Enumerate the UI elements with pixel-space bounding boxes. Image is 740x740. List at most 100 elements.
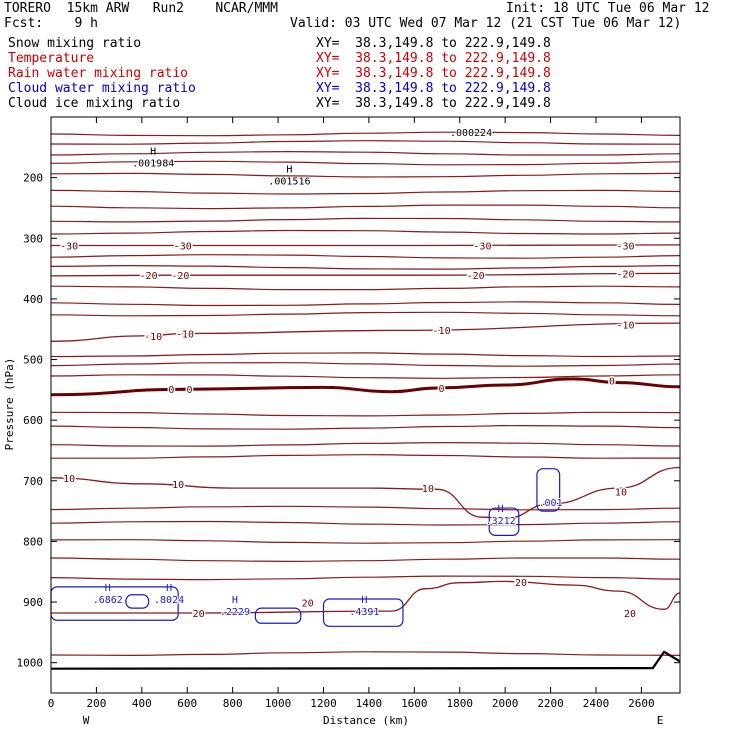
isotherm-label: 20 — [193, 609, 205, 620]
background-isotherm — [50, 229, 681, 235]
isotherm-label: -30 — [616, 242, 634, 253]
x-tick-label: 2400 — [583, 697, 610, 710]
high-value: .2229 — [220, 607, 250, 618]
x-tick-label: 1600 — [401, 697, 428, 710]
background-isotherm — [50, 362, 681, 367]
isotherm-label: 0 — [168, 385, 174, 396]
x-tick-label: 600 — [177, 697, 197, 710]
isotherm-label: 20 — [624, 609, 636, 620]
isotherm-label: -20 — [140, 271, 158, 282]
cloud-water-contour — [488, 507, 520, 536]
background-isotherm — [50, 301, 681, 307]
background-isotherm — [50, 424, 681, 430]
x-tick-label: 2000 — [492, 697, 519, 710]
background-isotherm — [50, 454, 681, 459]
background-isotherm — [50, 411, 681, 417]
isotherm-label: 10 — [422, 484, 434, 495]
background-isotherm — [50, 217, 681, 223]
isotherm-10 — [50, 466, 681, 520]
header-init: Init: 18 UTC Tue 06 Mar 12 — [506, 1, 710, 16]
field-cloudice-xy: XY= 38.3,149.8 to 222.9,149.8 — [316, 96, 551, 111]
y-tick-label: 1000 — [17, 657, 44, 670]
y-tick-label: 900 — [23, 596, 43, 609]
y-tick-label: 300 — [23, 232, 43, 245]
y-axis-label: Pressure (hPa) — [3, 358, 16, 451]
isotherm-label: -10 — [144, 332, 162, 343]
field-cloudwater-name: Cloud water mixing ratio — [8, 81, 196, 96]
background-isotherm — [50, 441, 681, 447]
east-label: E — [657, 714, 664, 727]
field-cloudice-name: Cloud ice mixing ratio — [8, 96, 181, 111]
isotherm-label: 10 — [615, 488, 627, 499]
high-value: .6862 — [93, 595, 123, 606]
high-value: .3212 — [486, 516, 516, 527]
high-value: .001516 — [268, 177, 310, 188]
background-isotherm — [50, 204, 681, 210]
isotherm-20 — [51, 580, 681, 614]
x-tick-label: 2200 — [537, 697, 564, 710]
high-marker: H — [286, 165, 292, 176]
cloud-water-contour — [254, 607, 302, 624]
field-snow-name: Snow mixing ratio — [8, 36, 142, 51]
x-tick-label: 1800 — [446, 697, 473, 710]
isotherm-label: -30 — [174, 242, 192, 253]
background-isotherm — [50, 150, 681, 156]
isotherm-label: 20 — [515, 578, 527, 589]
isotherm-label: -10 — [433, 326, 451, 337]
isotherm-minus20 — [50, 272, 681, 277]
background-isotherm — [50, 520, 681, 526]
high-value: .000224 — [450, 128, 492, 139]
y-tick-label: 600 — [23, 414, 43, 427]
isotherm-label: -30 — [60, 242, 78, 253]
background-isotherm — [50, 539, 681, 544]
plot-frame — [50, 116, 681, 694]
background-isotherm — [50, 254, 681, 259]
background-isotherm — [50, 352, 681, 358]
plot-area: -30 -30 -30 -30 -20 -20 -20 -20 -10 -10 -10 -10 0 0 0 0… — [50, 127, 681, 670]
isotherm-label: 0 — [439, 384, 445, 395]
west-label: W — [83, 714, 90, 727]
isotherm-label: -20 — [467, 271, 485, 282]
field-rain-name: Rain water mixing ratio — [8, 66, 189, 81]
surface-pressure-line — [50, 650, 681, 670]
x-tick-label: 0 — [48, 697, 55, 710]
background-isotherm — [50, 189, 681, 195]
high-value: .4391 — [349, 607, 379, 618]
high-value: .001984 — [132, 158, 174, 169]
header-model: TORERO 15km ARW Run2 NCAR/MMM — [4, 1, 278, 16]
y-tick-label: 200 — [23, 172, 43, 185]
background-isotherm — [50, 575, 681, 581]
background-isotherm — [50, 505, 681, 511]
isotherm-label: 0 — [609, 377, 615, 388]
x-tick-label: 800 — [223, 697, 243, 710]
y-tick-label: 500 — [23, 354, 43, 367]
y-tick-label: 400 — [23, 293, 43, 306]
cloud-water-contour — [125, 594, 150, 609]
y-tick-label: 800 — [23, 535, 43, 548]
header-fcst: Fcst: 9 h — [4, 16, 98, 31]
background-isotherm — [50, 160, 681, 166]
high-marker: H — [105, 583, 111, 594]
high-marker: H — [166, 583, 172, 594]
high-marker: H — [150, 146, 156, 157]
isotherm-label: 10 — [172, 480, 184, 491]
background-isotherm — [50, 131, 681, 137]
header-valid: Valid: 03 UTC Wed 07 Mar 12 (21 CST Tue … — [290, 16, 682, 31]
field-snow-xy: XY= 38.3,149.8 to 222.9,149.8 — [316, 36, 551, 51]
y-tick-label: 700 — [23, 475, 43, 488]
background-isotherm — [50, 311, 681, 317]
high-value: .8024 — [154, 595, 184, 606]
background-isotherm — [50, 557, 681, 563]
isotherm-0 — [50, 377, 681, 397]
background-isotherm — [50, 285, 681, 291]
field-temperature-xy: XY= 38.3,149.8 to 222.9,149.8 — [316, 51, 551, 66]
x-tick-label: 1000 — [265, 697, 292, 710]
isotherm-label: -30 — [473, 242, 491, 253]
high-marker: H — [361, 595, 367, 606]
x-tick-label: 1400 — [356, 697, 383, 710]
x-tick-label: 2600 — [628, 697, 655, 710]
background-isotherm — [50, 172, 681, 178]
background-isotherm — [50, 374, 681, 379]
isotherm-label: -10 — [616, 320, 634, 331]
high-marker: H — [232, 595, 238, 606]
